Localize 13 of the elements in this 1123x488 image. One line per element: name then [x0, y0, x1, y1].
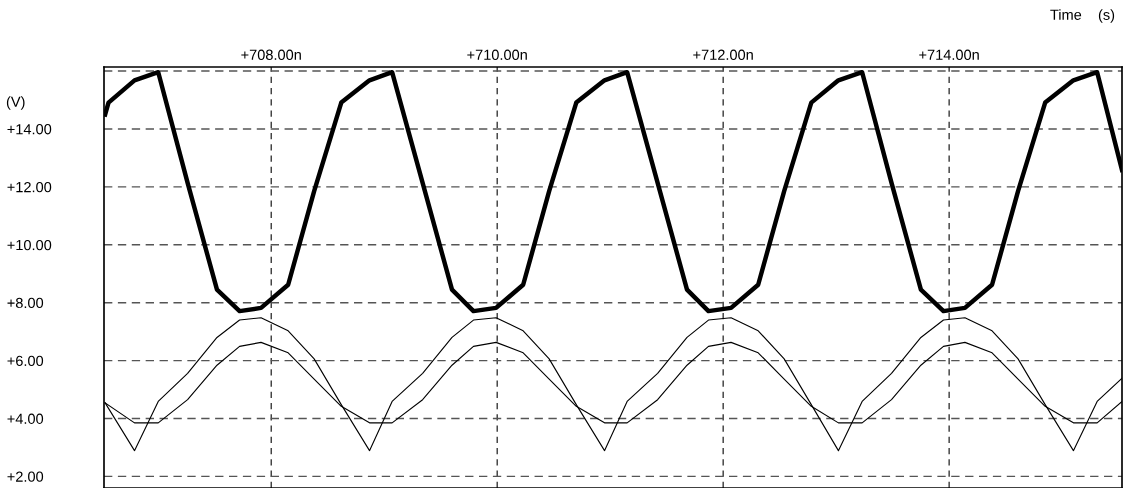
y-tick-label: +14.00	[7, 124, 52, 135]
x-tick-label: +708.00n	[241, 49, 301, 60]
y-tick-label: +10.00	[7, 239, 52, 251]
y-axis-title: (V)	[6, 96, 25, 110]
y-tick-label: +4.00	[7, 413, 44, 424]
x-tick-label: +714.00n	[919, 49, 979, 60]
x-tick-label: +712.00n	[693, 49, 753, 60]
y-tick-label: +2.00	[7, 471, 44, 482]
y-tick-label: +12.00	[7, 181, 52, 193]
x-tick-label: +710.00n	[467, 49, 527, 60]
y-tick-label: +6.00	[7, 355, 44, 367]
x-axis-title: Time (s)	[1050, 9, 1115, 23]
y-tick-label: +8.00	[7, 297, 44, 309]
